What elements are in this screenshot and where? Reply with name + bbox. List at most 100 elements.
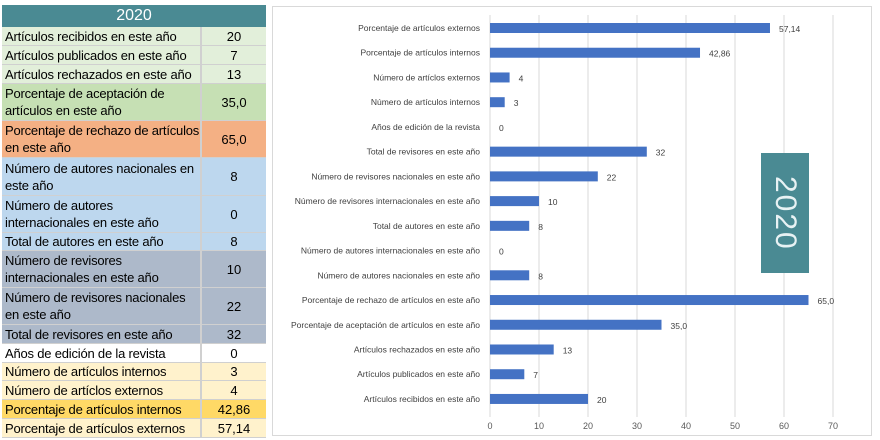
data-label: 4	[519, 73, 524, 83]
category-label: Artículos publicados en este año	[357, 369, 480, 379]
row-label: Porcentaje de artículos externos	[2, 419, 202, 437]
row-label: Porcentaje de rechazo de artículos en es…	[2, 121, 202, 157]
data-label: 42,86	[709, 49, 731, 59]
table-row: Porcentaje de artículos externos 57,14	[2, 419, 266, 438]
row-value: 20	[226, 28, 242, 44]
bar	[490, 369, 525, 380]
data-label: 8	[538, 271, 543, 281]
row-label: Número de autores internacionales en est…	[2, 196, 202, 232]
bar	[490, 72, 510, 83]
category-label: Número de revisores internacionales en e…	[295, 196, 480, 206]
category-label: Porcentaje de artículos internos	[360, 48, 480, 58]
x-tick-label: 40	[681, 421, 691, 431]
table-row: Número de autores internacionales en est…	[2, 196, 266, 233]
bar	[490, 319, 662, 330]
x-tick-label: 30	[632, 421, 642, 431]
row-label: Porcentaje de artículos internos	[2, 400, 202, 418]
bar	[490, 344, 554, 355]
bar	[490, 97, 505, 108]
row-label: Número de artículos internos	[2, 363, 202, 380]
row-label: Número de artíclos externos	[2, 381, 202, 399]
row-value: 0	[230, 345, 238, 361]
category-label: Porcentaje de aceptación de artículos en…	[291, 320, 480, 330]
table-row: Artículos recibidos en este año 20	[2, 27, 266, 46]
row-label: Total de revisores en este año	[2, 325, 202, 343]
bar	[490, 146, 647, 157]
table-row: Número de autores nacionales en este año…	[2, 158, 266, 196]
bar	[490, 393, 588, 404]
bar-chart: 0 10 20 30 40 50 60 70 Porcentaje de artículos e…	[272, 6, 872, 436]
table-row: Porcentaje de rechazo de artículos en es…	[2, 121, 266, 158]
row-value: 65,0	[221, 131, 247, 147]
row-label: Número de revisores nacionales en este a…	[2, 288, 202, 324]
data-label: 57,14	[779, 24, 801, 34]
data-label: 10	[548, 197, 558, 207]
table-row: Artículos rechazados en este año 13	[2, 65, 266, 84]
table-row: Número de revisores nacionales en este a…	[2, 288, 266, 325]
table-row: Porcentaje de aceptación de artículos en…	[2, 84, 266, 121]
category-label: Porcentaje de artículos externos	[358, 23, 480, 33]
row-label: Artículos rechazados en este año	[2, 65, 202, 83]
x-tick-label: 20	[583, 421, 593, 431]
category-label: Artículos rechazados en este año	[354, 344, 480, 354]
data-label: 13	[563, 345, 573, 355]
x-tick-label: 50	[730, 421, 740, 431]
row-value: 32	[226, 326, 242, 342]
table-row: Porcentaje de artículos internos 42,86	[2, 400, 266, 419]
row-value: 13	[226, 66, 242, 82]
category-label: Total de autores en este año	[373, 221, 481, 231]
table-row: Artículos publicados en este año 7	[2, 46, 266, 65]
data-label: 22	[607, 172, 617, 182]
table-row: Número de artículos internos 3	[2, 363, 266, 381]
bar	[490, 220, 530, 231]
row-value: 22	[226, 298, 242, 314]
category-label: Número de autores internacionales en est…	[301, 246, 480, 256]
data-label: 20	[597, 395, 607, 405]
category-label: Años de edición de la revista	[371, 122, 480, 132]
category-label: Número de artíclos externos	[373, 72, 480, 82]
row-label: Total de autores en este año	[2, 233, 202, 250]
row-value: 57,14	[217, 420, 251, 436]
category-label: Total de revisores en este año	[367, 147, 481, 157]
data-label: 0	[499, 123, 504, 133]
data-label: 65,0	[818, 296, 835, 306]
row-label: Número de revisores internacionales en e…	[2, 251, 202, 287]
category-label: Número de revisores nacionales en este a…	[311, 171, 480, 181]
row-label: Porcentaje de aceptación de artículos en…	[2, 84, 202, 120]
data-label: 0	[499, 247, 504, 257]
row-value: 42,86	[217, 401, 251, 417]
bar	[490, 23, 770, 33]
category-label: Número de autores nacionales en este año	[317, 270, 480, 280]
data-label: 32	[656, 148, 666, 158]
table-row: Años de edición de la revista 0	[2, 344, 266, 363]
table-row: Total de revisores en este año 32	[2, 325, 266, 344]
row-value: 8	[230, 234, 238, 249]
chart-year-label: 2020	[761, 153, 809, 273]
bar	[490, 270, 530, 281]
row-value: 10	[226, 261, 242, 277]
x-tick-label: 0	[487, 421, 492, 431]
table-row: Número de revisores internacionales en e…	[2, 251, 266, 288]
row-label: Años de edición de la revista	[2, 344, 202, 362]
row-label: Número de autores nacionales en este año	[2, 158, 202, 195]
x-tick-label: 10	[534, 421, 544, 431]
category-label: Artículos recibidos en este año	[364, 394, 481, 404]
x-tick-label: 60	[779, 421, 789, 431]
data-label: 8	[538, 222, 543, 232]
table-row: Número de artíclos externos 4	[2, 381, 266, 400]
data-label: 3	[514, 98, 519, 108]
table-row: Total de autores en este año 8	[2, 233, 266, 251]
bar	[490, 171, 598, 182]
bar	[490, 196, 539, 207]
row-label: Artículos publicados en este año	[2, 46, 202, 64]
row-label: Artículos recibidos en este año	[2, 27, 202, 45]
category-label: Número de artículos internos	[371, 97, 480, 107]
row-value: 3	[230, 364, 238, 379]
row-value: 4	[230, 382, 238, 398]
data-label: 35,0	[671, 321, 688, 331]
x-tick-label: 70	[828, 421, 838, 431]
category-label: Porcentaje de rechazo de artículos en es…	[302, 295, 480, 305]
row-value: 35,0	[221, 94, 247, 110]
bar	[490, 47, 701, 58]
